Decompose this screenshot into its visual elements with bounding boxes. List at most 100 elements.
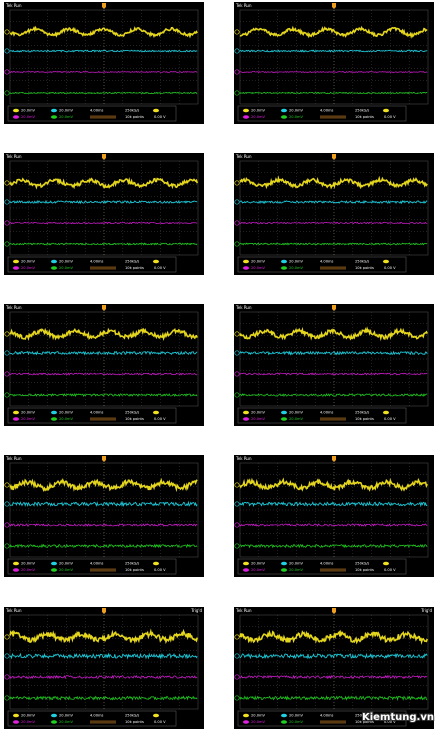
trace <box>9 177 198 190</box>
channel-chip <box>243 115 249 119</box>
screen-bg <box>4 607 204 729</box>
channel-marker <box>234 522 240 528</box>
ch4-scale: 20.0mV <box>59 417 74 421</box>
ch4-scale: 20.0mV <box>59 568 74 572</box>
ch3-scale: 20.0mV <box>251 720 266 724</box>
channel-marker <box>4 180 10 186</box>
channel-chip <box>13 410 19 415</box>
channel-chip <box>281 108 287 113</box>
ch4-scale: 20.0mV <box>289 417 304 421</box>
channel-chip <box>243 720 249 724</box>
channel-chip <box>243 266 249 270</box>
trace <box>239 350 428 356</box>
ch2-scale: 20.0mV <box>59 260 74 264</box>
trace <box>239 25 428 39</box>
trace <box>9 327 198 341</box>
status: Tek Run <box>5 456 22 461</box>
trace <box>239 175 428 190</box>
timebase: 4.00ms <box>320 260 334 264</box>
channel-marker <box>4 634 10 640</box>
readout-box <box>7 256 177 273</box>
ch1-scale: 20.0mV <box>251 714 266 718</box>
record-length: 10k points <box>125 115 144 119</box>
scope-screen: Tek Run 20.0mV 20.0mV 20.0mV 20.0mV 4.00ms 250… <box>4 304 204 426</box>
channel-chip <box>13 713 19 718</box>
scope-screen: Tek Run Trig'd 20.0mV 20.0mV 20.0mV 20.0mV 4.0… <box>234 607 434 729</box>
delay-box <box>90 266 116 270</box>
timebase: 4.00ms <box>90 109 104 113</box>
scope-screen: Tek Run 20.0mV 20.0mV 20.0mV 20.0mV 4.00ms 250… <box>234 455 434 577</box>
channel-marker <box>234 90 240 96</box>
screen-bg <box>234 455 434 577</box>
channel-chip <box>13 115 19 119</box>
status: Tek Run <box>5 608 22 613</box>
channel-marker <box>4 220 10 226</box>
screen-bg <box>234 607 434 729</box>
channel-marker <box>234 29 240 35</box>
readout-box <box>7 710 177 727</box>
ch2-scale: 20.0mV <box>289 411 304 415</box>
trace <box>239 695 428 702</box>
trigger-level: 0.00 V <box>154 568 166 572</box>
trace <box>239 652 428 660</box>
delay-box <box>320 115 346 119</box>
trace <box>9 523 198 527</box>
ch1-scale: 20.0mV <box>251 562 266 566</box>
ch3-scale: 20.0mV <box>251 115 266 119</box>
ch3-scale: 20.0mV <box>251 417 266 421</box>
channel-marker <box>4 241 10 247</box>
screen-bg <box>4 455 204 577</box>
readout-box <box>7 105 177 122</box>
channel-chip <box>281 417 287 421</box>
channel-marker <box>4 69 10 75</box>
channel-chip <box>281 259 287 264</box>
trace <box>239 629 428 645</box>
delay-box <box>320 568 346 572</box>
trace <box>9 350 198 356</box>
ch2-scale: 20.0mV <box>59 714 74 718</box>
delay-box <box>90 720 116 724</box>
trace <box>9 372 198 376</box>
record-length: 10k points <box>355 568 374 572</box>
ch2-scale: 20.0mV <box>289 109 304 113</box>
channel-chip <box>243 108 249 113</box>
timebase: 4.00ms <box>90 714 104 718</box>
trigger-level: 0.00 V <box>384 115 396 119</box>
trigger-marker <box>332 3 336 9</box>
trace <box>10 392 198 398</box>
record-length: 10k points <box>355 115 374 119</box>
timebase: 4.00ms <box>320 714 334 718</box>
sample-rate: 250kS/s <box>125 411 139 415</box>
trace <box>9 628 198 645</box>
readout-box <box>7 407 177 424</box>
record-length: 10k points <box>125 720 144 724</box>
delay-box <box>90 568 116 572</box>
delay-box <box>320 266 346 270</box>
trace <box>239 372 428 376</box>
channel-chip <box>383 561 389 566</box>
ch2-scale: 20.0mV <box>289 562 304 566</box>
channel-marker <box>4 29 10 35</box>
channel-marker <box>4 522 10 528</box>
channel-chip <box>243 410 249 415</box>
trace <box>239 393 428 398</box>
channel-marker <box>234 48 240 54</box>
sample-rate: 250kS/s <box>125 109 139 113</box>
trace <box>239 674 428 680</box>
trace <box>239 326 428 342</box>
sample-rate: 250kS/s <box>355 260 369 264</box>
trace <box>9 652 198 660</box>
ch4-scale: 20.0mV <box>289 266 304 270</box>
ch3-scale: 20.0mV <box>21 568 36 572</box>
ch4-scale: 20.0mV <box>289 115 304 119</box>
channel-marker <box>4 48 10 54</box>
trace <box>239 71 428 73</box>
channel-marker <box>4 543 10 549</box>
channel-marker <box>234 501 240 507</box>
channel-marker <box>234 392 240 398</box>
channel-marker <box>234 371 240 377</box>
channel-chip <box>243 713 249 718</box>
trace <box>9 91 198 95</box>
channel-marker <box>234 543 240 549</box>
